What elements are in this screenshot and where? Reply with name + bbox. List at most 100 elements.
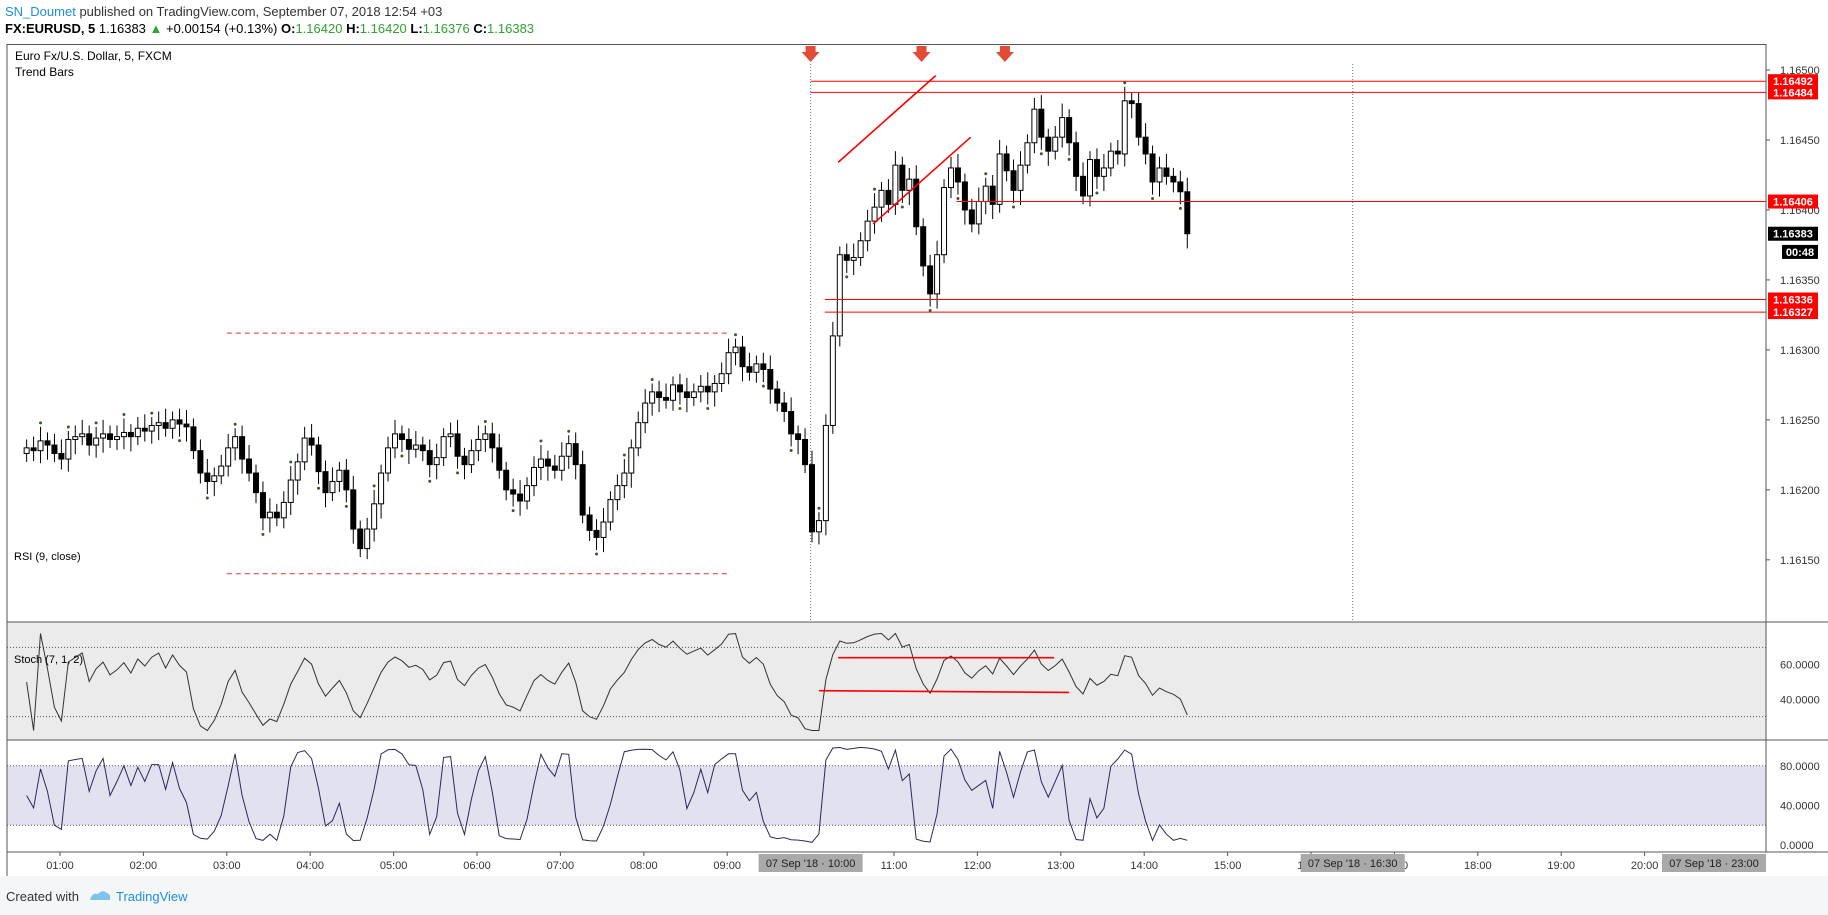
candle <box>162 408 169 437</box>
candle-body-down <box>343 469 350 491</box>
candle-body-up <box>1017 164 1024 191</box>
candle <box>1010 159 1017 209</box>
time-tick-label: 05:00 <box>380 860 408 872</box>
candle <box>364 517 371 560</box>
candle-body-up <box>815 520 822 533</box>
candle <box>385 436 392 482</box>
candle <box>524 477 531 510</box>
candle <box>454 419 461 475</box>
trend-dot <box>678 406 682 410</box>
candle <box>906 167 913 206</box>
time-tick-label: 11:00 <box>881 860 908 872</box>
candle-body-down <box>989 185 996 205</box>
candle-body-down <box>246 458 253 474</box>
candle-body-up <box>1156 167 1163 183</box>
candle-body-down <box>44 440 51 446</box>
candle-body-down <box>593 529 600 538</box>
trend-dot <box>456 471 460 475</box>
time-tick-label: 03:00 <box>213 860 241 872</box>
tradingview-link[interactable]: TradingView <box>116 889 188 904</box>
trend-dot <box>1012 205 1016 209</box>
candle-body-down <box>1038 108 1045 138</box>
time-tick-label: 13:00 <box>1047 860 1075 872</box>
candle-body-down <box>398 433 405 440</box>
candle-body-down <box>774 388 781 404</box>
candle-body-down <box>1142 136 1149 155</box>
trend-dot <box>1178 206 1182 210</box>
candle <box>350 475 357 544</box>
candle <box>204 459 211 500</box>
footer: Created with TradingView <box>0 876 1828 915</box>
candle-body-down <box>746 366 753 373</box>
candle-body-up <box>711 382 718 393</box>
time-tick-label: 01:00 <box>46 860 74 872</box>
trend-dot <box>317 486 321 490</box>
open-value: 1.16420 <box>295 21 343 36</box>
candle-body-up <box>982 185 989 203</box>
candle <box>426 439 433 483</box>
time-tick-label: 09:00 <box>713 860 741 872</box>
close-value: 1.16383 <box>487 21 535 36</box>
candle-body-up <box>524 485 531 502</box>
candle-body-up <box>433 457 440 466</box>
candle-body-down <box>739 346 746 368</box>
candle <box>176 408 183 443</box>
candle-body-up <box>218 465 225 477</box>
trend-dot <box>261 532 265 536</box>
candle-body-down <box>781 402 788 412</box>
time-tick-label: 19:00 <box>1547 860 1575 872</box>
candle-body-up <box>836 254 843 337</box>
publish-info: SN_Doumet published on TradingView.com, … <box>5 4 442 19</box>
close-label: C: <box>473 21 488 36</box>
price-badge-label: 1.16336 <box>1773 295 1813 307</box>
candle-body-down <box>572 443 579 466</box>
candle-body-up <box>364 528 371 550</box>
price-badge <box>1768 292 1818 307</box>
trend-dot <box>873 187 877 191</box>
candle <box>447 422 454 448</box>
candle <box>100 419 107 453</box>
candle <box>232 422 239 461</box>
candle-body-up <box>1107 150 1114 169</box>
candle <box>197 439 204 484</box>
candle <box>169 411 176 439</box>
candle-body-down <box>350 489 357 530</box>
time-tick-label: 04:00 <box>296 860 324 872</box>
candle-body-down <box>308 437 315 446</box>
candle <box>732 333 739 366</box>
candle <box>1052 125 1059 160</box>
drawings <box>26 46 1766 843</box>
candle <box>593 519 600 556</box>
candle-body-up <box>336 469 343 482</box>
candle <box>697 375 704 403</box>
candle <box>1066 109 1073 161</box>
candle <box>725 338 732 385</box>
chart-canvas[interactable]: 1.165001.164501.164001.163501.163001.162… <box>0 44 1828 876</box>
candle <box>899 156 906 209</box>
candle-body-up <box>600 521 607 538</box>
candle-body-up <box>635 422 642 449</box>
candle <box>663 383 670 409</box>
candle <box>412 431 419 458</box>
candle-body-down <box>1114 150 1121 155</box>
trend-dot <box>66 425 70 429</box>
candle <box>1170 167 1177 193</box>
candle <box>246 445 253 482</box>
trend-dot <box>1039 152 1043 156</box>
candle <box>885 179 892 213</box>
candle-body-down <box>1080 175 1087 197</box>
candle <box>259 481 266 536</box>
price-badge-label: 00:48 <box>1786 247 1814 259</box>
candle-body-up <box>391 433 398 449</box>
candle <box>301 426 308 471</box>
time-tick-label: 02:00 <box>130 860 158 872</box>
candle-body-down <box>510 489 517 495</box>
candle <box>864 209 871 252</box>
candle-body-up <box>906 178 913 191</box>
author-link[interactable]: SN_Doumet <box>5 4 76 19</box>
candle <box>836 246 843 347</box>
trend-dot <box>1151 197 1155 201</box>
candle-body-up <box>975 201 982 225</box>
candle <box>746 352 753 381</box>
candle <box>378 464 385 519</box>
